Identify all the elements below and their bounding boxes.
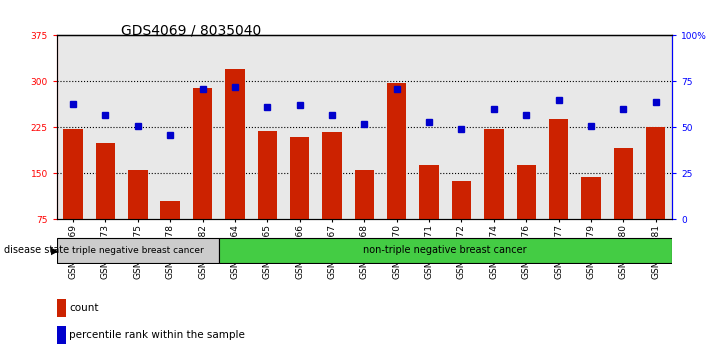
Bar [639,35,672,219]
Bar [484,129,503,219]
Bar [186,35,219,219]
Bar [193,87,213,219]
Bar [510,35,542,219]
Bar [542,35,574,219]
Bar [380,35,413,219]
Bar [607,35,639,219]
Bar [646,127,665,219]
Bar [225,69,245,219]
Bar [549,119,568,219]
Bar [257,131,277,219]
Bar [57,326,66,344]
Bar [419,165,439,219]
Bar [322,132,342,219]
Bar [316,35,348,219]
FancyBboxPatch shape [57,238,219,263]
Bar [161,201,180,219]
Bar [57,299,66,317]
Text: ▶: ▶ [51,245,59,255]
Bar [154,35,186,219]
FancyBboxPatch shape [219,238,672,263]
Bar [90,35,122,219]
Bar [355,170,374,219]
Text: count: count [70,303,99,313]
Bar [413,35,445,219]
Bar [57,35,90,219]
Bar [387,83,407,219]
Text: non-triple negative breast cancer: non-triple negative breast cancer [363,245,527,256]
Bar [574,35,607,219]
Bar [251,35,284,219]
Text: disease state: disease state [4,245,69,255]
Bar [290,137,309,219]
Bar [284,35,316,219]
Text: triple negative breast cancer: triple negative breast cancer [72,246,203,255]
Bar [478,35,510,219]
Text: GDS4069 / 8035040: GDS4069 / 8035040 [121,23,261,37]
Bar [63,129,82,219]
Bar [219,35,251,219]
Bar [122,35,154,219]
Text: percentile rank within the sample: percentile rank within the sample [70,330,245,341]
Bar [96,143,115,219]
Bar [348,35,380,219]
Bar [128,170,147,219]
Bar [516,165,536,219]
Bar [614,148,633,219]
Bar [451,182,471,219]
Bar [582,177,601,219]
Bar [445,35,478,219]
